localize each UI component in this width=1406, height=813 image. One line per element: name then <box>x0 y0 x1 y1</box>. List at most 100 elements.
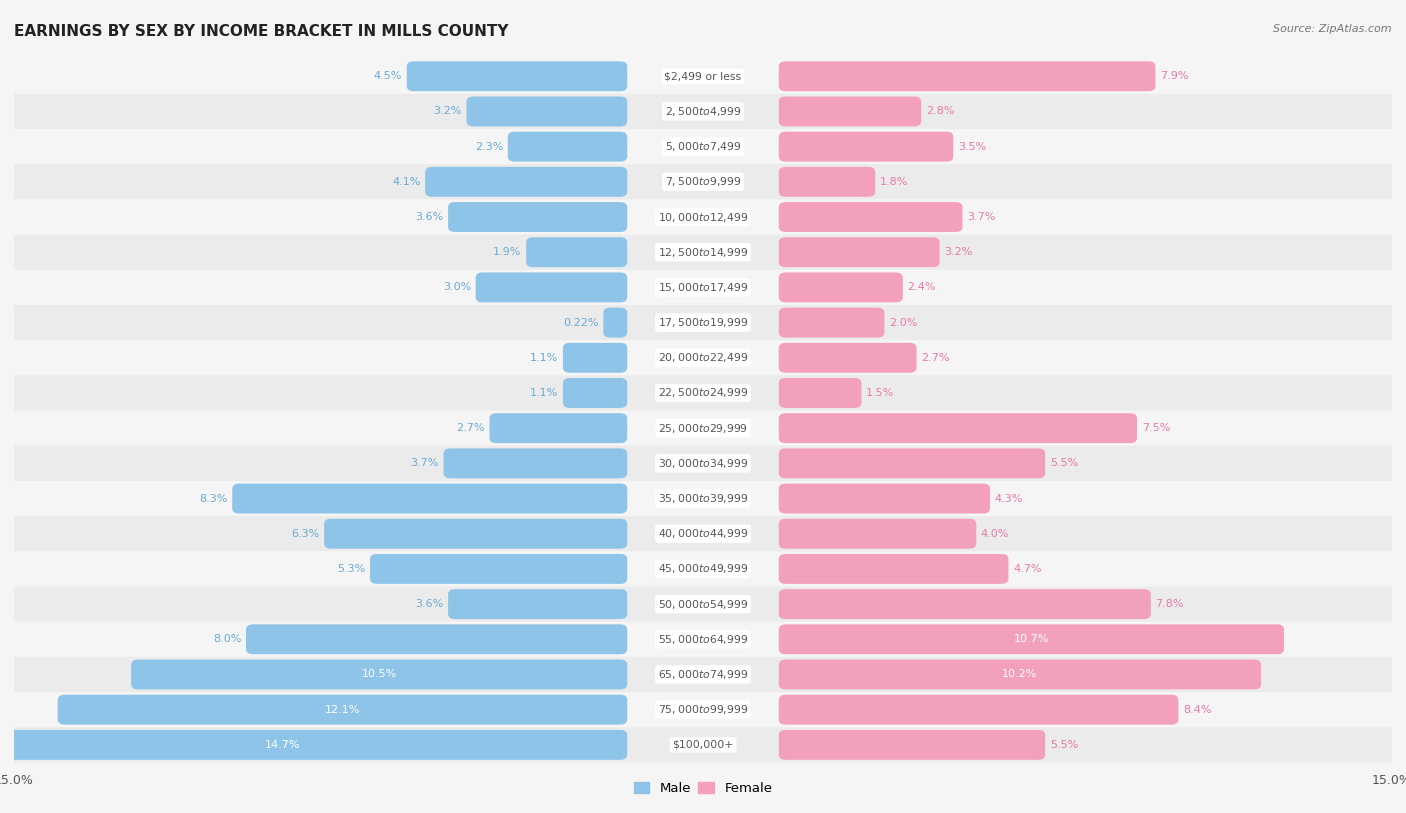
FancyBboxPatch shape <box>779 624 1284 654</box>
FancyBboxPatch shape <box>246 624 627 654</box>
FancyBboxPatch shape <box>779 413 1137 443</box>
Text: 3.6%: 3.6% <box>415 212 443 222</box>
FancyBboxPatch shape <box>779 659 1261 689</box>
Legend: Male, Female: Male, Female <box>628 776 778 800</box>
FancyBboxPatch shape <box>779 132 953 162</box>
FancyBboxPatch shape <box>779 519 976 549</box>
FancyBboxPatch shape <box>779 202 963 232</box>
FancyBboxPatch shape <box>449 589 627 619</box>
Text: 3.0%: 3.0% <box>443 282 471 293</box>
Text: $12,500 to $14,999: $12,500 to $14,999 <box>658 246 748 259</box>
Text: 3.5%: 3.5% <box>957 141 986 152</box>
Text: 7.8%: 7.8% <box>1156 599 1184 609</box>
FancyBboxPatch shape <box>779 237 939 267</box>
Text: 2.3%: 2.3% <box>475 141 503 152</box>
FancyBboxPatch shape <box>58 695 627 724</box>
Text: 1.8%: 1.8% <box>880 177 908 187</box>
FancyBboxPatch shape <box>779 554 1008 584</box>
Text: 10.2%: 10.2% <box>1002 669 1038 680</box>
FancyBboxPatch shape <box>14 340 1392 376</box>
FancyBboxPatch shape <box>467 97 627 126</box>
Text: 5.5%: 5.5% <box>1050 459 1078 468</box>
Text: $55,000 to $64,999: $55,000 to $64,999 <box>658 633 748 646</box>
FancyBboxPatch shape <box>779 343 917 372</box>
FancyBboxPatch shape <box>232 484 627 514</box>
Text: 8.4%: 8.4% <box>1182 705 1212 715</box>
Text: 12.1%: 12.1% <box>325 705 360 715</box>
Text: 1.9%: 1.9% <box>494 247 522 257</box>
FancyBboxPatch shape <box>14 376 1392 411</box>
Text: 4.0%: 4.0% <box>981 528 1010 539</box>
Text: 2.7%: 2.7% <box>457 423 485 433</box>
FancyBboxPatch shape <box>779 695 1178 724</box>
Text: 3.7%: 3.7% <box>411 459 439 468</box>
Text: 10.7%: 10.7% <box>1014 634 1049 644</box>
FancyBboxPatch shape <box>779 167 875 197</box>
FancyBboxPatch shape <box>475 272 627 302</box>
Text: 6.3%: 6.3% <box>291 528 319 539</box>
Text: 4.7%: 4.7% <box>1012 564 1042 574</box>
Text: $5,000 to $7,499: $5,000 to $7,499 <box>665 140 741 153</box>
FancyBboxPatch shape <box>779 449 1045 478</box>
Text: $22,500 to $24,999: $22,500 to $24,999 <box>658 386 748 399</box>
Text: 5.5%: 5.5% <box>1050 740 1078 750</box>
FancyBboxPatch shape <box>14 446 1392 481</box>
FancyBboxPatch shape <box>779 61 1156 91</box>
FancyBboxPatch shape <box>779 307 884 337</box>
Text: $75,000 to $99,999: $75,000 to $99,999 <box>658 703 748 716</box>
FancyBboxPatch shape <box>14 235 1392 270</box>
Text: $30,000 to $34,999: $30,000 to $34,999 <box>658 457 748 470</box>
Text: $20,000 to $22,499: $20,000 to $22,499 <box>658 351 748 364</box>
Text: 3.2%: 3.2% <box>945 247 973 257</box>
FancyBboxPatch shape <box>489 413 627 443</box>
FancyBboxPatch shape <box>14 93 1392 129</box>
Text: 4.3%: 4.3% <box>994 493 1024 503</box>
Text: $2,499 or less: $2,499 or less <box>665 72 741 81</box>
FancyBboxPatch shape <box>14 692 1392 728</box>
FancyBboxPatch shape <box>779 272 903 302</box>
Text: $7,500 to $9,999: $7,500 to $9,999 <box>665 176 741 189</box>
FancyBboxPatch shape <box>508 132 627 162</box>
Text: $45,000 to $49,999: $45,000 to $49,999 <box>658 563 748 576</box>
FancyBboxPatch shape <box>131 659 627 689</box>
FancyBboxPatch shape <box>562 343 627 372</box>
FancyBboxPatch shape <box>779 484 990 514</box>
FancyBboxPatch shape <box>14 411 1392 446</box>
Text: Source: ZipAtlas.com: Source: ZipAtlas.com <box>1274 24 1392 34</box>
Text: 7.5%: 7.5% <box>1142 423 1170 433</box>
FancyBboxPatch shape <box>14 164 1392 199</box>
Text: 8.0%: 8.0% <box>214 634 242 644</box>
FancyBboxPatch shape <box>406 61 627 91</box>
FancyBboxPatch shape <box>370 554 627 584</box>
Text: 3.6%: 3.6% <box>415 599 443 609</box>
FancyBboxPatch shape <box>779 730 1045 760</box>
Text: 4.1%: 4.1% <box>392 177 420 187</box>
FancyBboxPatch shape <box>14 59 1392 93</box>
Text: $10,000 to $12,499: $10,000 to $12,499 <box>658 211 748 224</box>
FancyBboxPatch shape <box>14 516 1392 551</box>
FancyBboxPatch shape <box>14 199 1392 235</box>
FancyBboxPatch shape <box>779 97 921 126</box>
FancyBboxPatch shape <box>14 129 1392 164</box>
Text: $65,000 to $74,999: $65,000 to $74,999 <box>658 668 748 681</box>
FancyBboxPatch shape <box>526 237 627 267</box>
Text: $17,500 to $19,999: $17,500 to $19,999 <box>658 316 748 329</box>
Text: 8.3%: 8.3% <box>200 493 228 503</box>
FancyBboxPatch shape <box>14 481 1392 516</box>
Text: 10.5%: 10.5% <box>361 669 396 680</box>
FancyBboxPatch shape <box>603 307 627 337</box>
Text: 2.4%: 2.4% <box>907 282 936 293</box>
Text: $100,000+: $100,000+ <box>672 740 734 750</box>
FancyBboxPatch shape <box>425 167 627 197</box>
Text: 2.8%: 2.8% <box>925 107 955 116</box>
Text: 3.7%: 3.7% <box>967 212 995 222</box>
Text: 14.7%: 14.7% <box>264 740 301 750</box>
FancyBboxPatch shape <box>779 378 862 408</box>
Text: 3.2%: 3.2% <box>433 107 461 116</box>
Text: 7.9%: 7.9% <box>1160 72 1188 81</box>
Text: $40,000 to $44,999: $40,000 to $44,999 <box>658 527 748 540</box>
Text: $50,000 to $54,999: $50,000 to $54,999 <box>658 598 748 611</box>
Text: EARNINGS BY SEX BY INCOME BRACKET IN MILLS COUNTY: EARNINGS BY SEX BY INCOME BRACKET IN MIL… <box>14 24 509 39</box>
Text: 1.1%: 1.1% <box>530 353 558 363</box>
FancyBboxPatch shape <box>562 378 627 408</box>
